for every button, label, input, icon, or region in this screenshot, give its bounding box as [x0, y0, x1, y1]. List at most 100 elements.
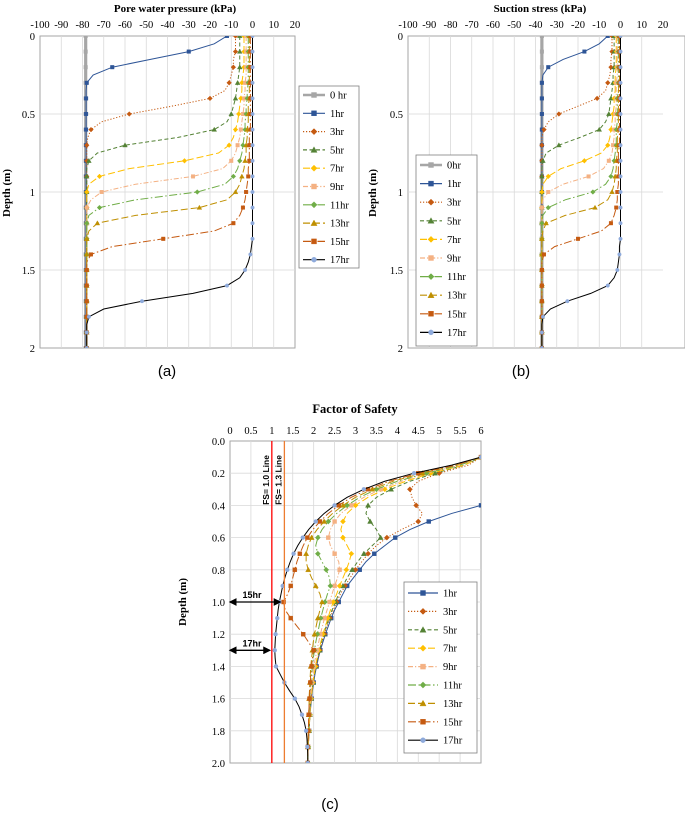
x-tick-label: -100 [398, 20, 417, 31]
data-point-9hr [337, 567, 342, 572]
data-point-9hr [238, 127, 243, 132]
data-point-7hr [226, 142, 232, 148]
data-point-17hr [618, 127, 623, 132]
data-point-13hr [303, 550, 310, 556]
data-point-17hr [250, 65, 255, 70]
legend-marker-3hr [310, 128, 318, 135]
legend-marker-9hr [420, 663, 426, 670]
data-point-15hr [608, 221, 613, 226]
x-tick-label: -70 [465, 20, 479, 31]
data-point-15hr [308, 680, 313, 685]
x-tick-label: 1.5 [286, 426, 299, 437]
panel-a-x-tick-labels: -100 -90 -80 -70 -60 -50 -40 -30 -20 -10 0 10 20 [30, 20, 300, 31]
legend-marker-11hr [427, 273, 435, 280]
data-point-13hr [84, 235, 90, 241]
x-tick-label: 1 [269, 426, 274, 437]
data-point-3hr [413, 502, 420, 509]
data-point-7hr [605, 142, 611, 148]
data-point-1hr [186, 49, 191, 54]
data-point-15hr [306, 712, 311, 717]
data-point-7hr [545, 173, 551, 180]
panel-c-caption: (c) [321, 796, 339, 813]
data-point-17hr [361, 487, 367, 492]
x-tick-label: 5 [437, 426, 442, 437]
data-point-1hr [393, 535, 398, 540]
data-point-3hr [407, 486, 413, 493]
x-tick-label: 3.5 [370, 426, 383, 437]
legend-marker-11hr [310, 201, 318, 209]
data-point-17hr [618, 205, 623, 210]
legend-marker-5hr [419, 626, 427, 633]
panel-c-title: Factor of Safety [312, 402, 398, 416]
data-point-1hr [84, 80, 89, 85]
data-point-15hr [539, 283, 544, 288]
data-point-17hr [250, 236, 255, 241]
data-point-5hr [228, 111, 234, 117]
data-point-3hr [539, 142, 545, 148]
panel-b-title: Suction stress (kPa) [494, 3, 587, 15]
panel-b-y-tick-labels: 0 0.5 1 1.5 2 [390, 32, 403, 355]
data-point-5hr [388, 486, 395, 492]
data-point-15hr [311, 648, 316, 653]
legend-marker-13hr [310, 219, 318, 226]
data-point-3hr [383, 534, 390, 541]
legend-marker-0hr [311, 92, 317, 98]
data-point-7hr [232, 126, 239, 133]
legend-marker-1hr [311, 110, 317, 117]
data-point-5hr [367, 518, 374, 524]
data-point-11hr [590, 189, 596, 195]
data-point-13hr [242, 157, 248, 163]
data-point-13hr [311, 631, 318, 637]
data-point-7hr [84, 189, 90, 195]
data-point-13hr [94, 220, 101, 226]
data-point-9hr [332, 551, 337, 556]
data-point-5hr [234, 79, 241, 85]
data-point-17hr [411, 471, 417, 476]
data-point-3hr [226, 80, 232, 86]
data-point-13hr [312, 582, 319, 589]
data-point-13hr [196, 204, 203, 210]
data-point-17hr [292, 696, 298, 701]
data-point-13hr [592, 204, 598, 210]
legend-marker-11hr [419, 681, 427, 689]
data-point-5hr [360, 550, 367, 556]
legend-label-3hr: 3hr [447, 198, 462, 209]
x-tick-label: -100 [30, 20, 49, 31]
x-tick-label: -60 [486, 20, 500, 31]
data-point-3hr [84, 142, 90, 148]
data-point-17hr [250, 143, 255, 148]
legend-marker-9hr [311, 183, 317, 190]
x-tick-label: 6 [478, 426, 483, 437]
y-tick-label: 1.0 [212, 598, 225, 609]
data-point-1hr [84, 111, 89, 116]
data-point-17hr [250, 174, 255, 179]
data-point-5hr [556, 142, 562, 148]
y-tick-label: 1.4 [212, 662, 226, 673]
data-point-15hr [576, 236, 581, 241]
x-tick-label: -30 [550, 20, 564, 31]
data-point-11hr [194, 189, 200, 195]
data-point-1hr [478, 503, 481, 508]
data-point-13hr [609, 189, 615, 195]
panel-b-suction-stress: Suction stress (kPa) -100 -90 -80 -70 -60 -50… [367, 3, 685, 380]
legend-marker-5hr [310, 146, 318, 153]
data-point-17hr [300, 535, 305, 540]
legend-marker-3hr [419, 608, 427, 615]
legend-marker-17hr [311, 257, 317, 263]
y-tick-label: 1.5 [22, 266, 35, 277]
data-point-5hr [211, 126, 217, 132]
data-point-9hr [235, 143, 240, 148]
data-point-15hr [231, 221, 236, 226]
data-point-17hr [313, 519, 318, 524]
y-tick-label: 2.0 [212, 759, 225, 770]
data-point-13hr [539, 235, 545, 241]
data-point-17hr [539, 346, 544, 348]
legend-marker-7hr [310, 164, 318, 172]
data-point-3hr [88, 126, 94, 133]
panel-c-series [272, 454, 481, 763]
legend-label-11hr: 11hr [330, 200, 349, 211]
x-tick-label: 0 [250, 20, 255, 31]
data-point-17hr [291, 551, 296, 556]
legend-label-7hr: 7hr [447, 235, 462, 246]
legend-marker-13hr [427, 291, 435, 298]
